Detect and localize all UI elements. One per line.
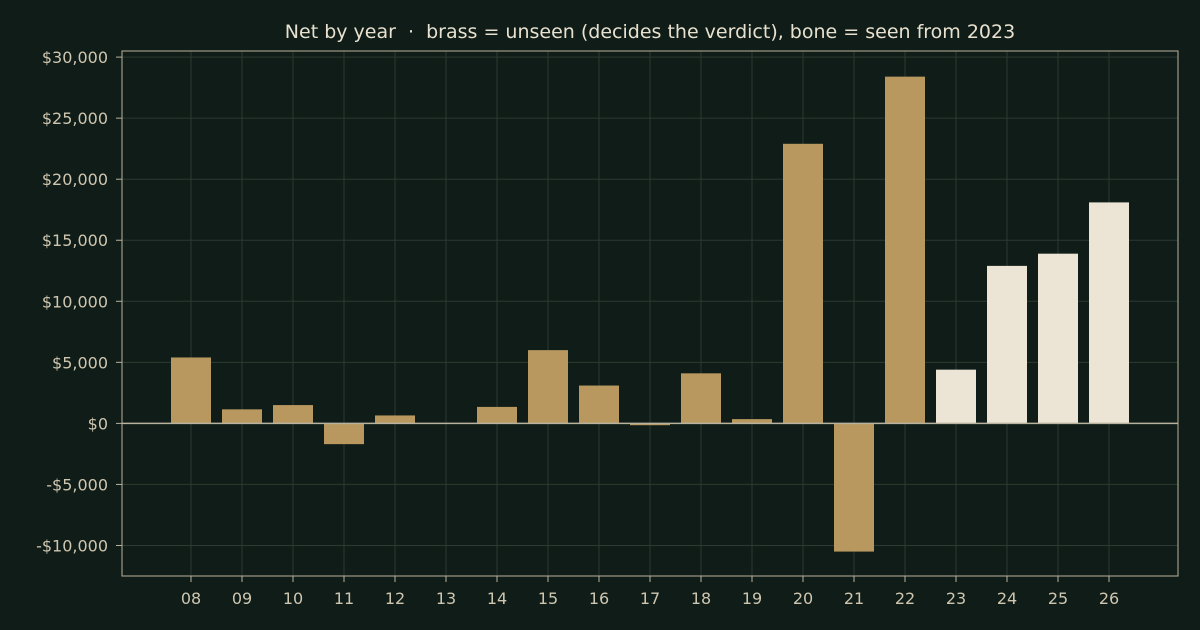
bar-19: [732, 419, 772, 424]
x-tick-label: 24: [997, 589, 1017, 608]
x-tick-label: 25: [1048, 589, 1068, 608]
x-axis-ticks: 08 09 10 11 12 13 14 15 16 17 18 19 20 21 22 23 24 25 26: [181, 576, 1119, 608]
x-tick-label: 20: [793, 589, 813, 608]
chart-title: Net by year · brass = unseen (decides th…: [285, 21, 1015, 43]
bar-12: [375, 415, 415, 424]
x-tick-label: 11: [334, 589, 354, 608]
y-tick-label: -$10,000: [36, 536, 108, 555]
x-tick-label: 17: [640, 589, 660, 608]
bar-21: [834, 423, 874, 552]
x-tick-label: 26: [1099, 589, 1119, 608]
y-tick-label: $5,000: [52, 353, 108, 372]
x-tick-label: 09: [232, 589, 252, 608]
bar-22: [885, 76, 925, 424]
x-tick-label: 12: [385, 589, 405, 608]
y-tick-label: -$5,000: [46, 475, 108, 494]
bar-17: [630, 423, 670, 426]
x-tick-label: 19: [742, 589, 762, 608]
y-tick-label: $10,000: [42, 292, 108, 311]
x-tick-label: 15: [538, 589, 558, 608]
bar-15: [528, 350, 568, 424]
y-tick-label: $15,000: [42, 231, 108, 250]
y-tick-label: $30,000: [42, 48, 108, 67]
bar-24: [987, 265, 1027, 424]
x-tick-label: 16: [589, 589, 609, 608]
y-tick-label: $0: [88, 414, 108, 433]
x-tick-label: 08: [181, 589, 201, 608]
bar-14: [477, 406, 517, 424]
x-tick-label: 13: [436, 589, 456, 608]
y-tick-label: $20,000: [42, 170, 108, 189]
y-axis-ticks: $30,000 $25,000 $20,000 $15,000 $10,000 $5,00…: [36, 48, 122, 555]
bar-26: [1089, 202, 1129, 424]
bar-20: [783, 143, 823, 424]
bar-08: [171, 357, 211, 424]
x-tick-label: 21: [844, 589, 864, 608]
bar-11: [324, 423, 364, 445]
x-tick-label: 18: [691, 589, 711, 608]
x-tick-label: 23: [946, 589, 966, 608]
bar-18: [681, 373, 721, 424]
bar-10: [273, 405, 313, 424]
bar-25: [1038, 253, 1078, 424]
bar-23: [936, 369, 976, 424]
x-tick-label: 10: [283, 589, 303, 608]
bar-16: [579, 385, 619, 424]
bars: [171, 76, 1129, 552]
bar-09: [222, 409, 262, 424]
x-tick-label: 22: [895, 589, 915, 608]
x-tick-label: 14: [487, 589, 507, 608]
y-tick-label: $25,000: [42, 109, 108, 128]
